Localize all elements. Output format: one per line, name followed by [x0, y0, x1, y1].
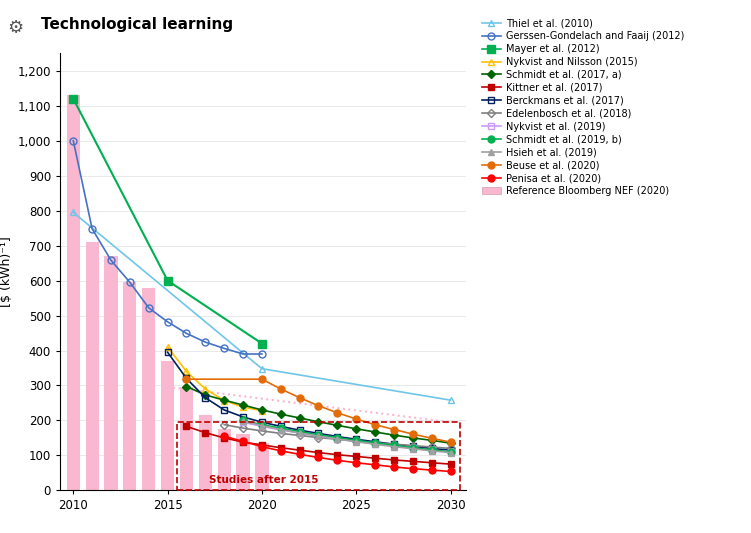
Legend: Thiel et al. (2010), Gerssen-Gondelach and Faaij (2012), Mayer et al. (2012), Ny: Thiel et al. (2010), Gerssen-Gondelach a… — [481, 18, 684, 196]
Bar — [104, 256, 118, 490]
Y-axis label: [$ (kWh)⁻¹]: [$ (kWh)⁻¹] — [1, 237, 14, 307]
Bar — [237, 434, 249, 490]
Text: Lithium-ion (LIB): Lithium-ion (LIB) — [633, 15, 737, 25]
Bar — [255, 443, 269, 490]
Text: Studies after 2015: Studies after 2015 — [209, 475, 318, 486]
Bar — [179, 387, 193, 490]
Bar — [161, 361, 174, 490]
Text: ⚙: ⚙ — [8, 19, 23, 37]
Bar — [199, 415, 212, 490]
Bar — [86, 242, 98, 490]
Bar — [123, 282, 137, 490]
Text: Technological learning: Technological learning — [41, 17, 234, 32]
Bar — [142, 288, 155, 490]
Bar — [218, 429, 231, 490]
Bar — [177, 422, 460, 490]
Bar — [67, 95, 80, 490]
